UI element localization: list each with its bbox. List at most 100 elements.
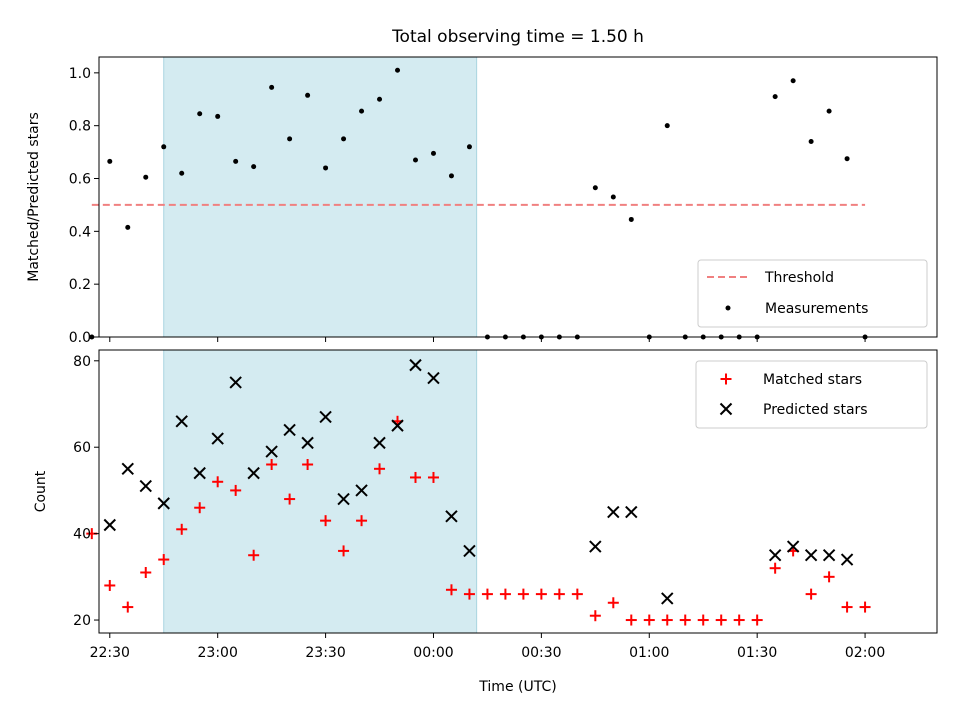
- matched-point: [104, 579, 116, 591]
- predicted-point: [463, 544, 476, 558]
- y-tick-label: 1.0: [69, 66, 91, 82]
- chart-title: Total observing time = 1.50 h: [391, 27, 644, 47]
- measurement-point: [269, 84, 275, 90]
- predicted-point: [607, 505, 620, 519]
- measurement-point: [448, 173, 454, 179]
- x-tick-label: 02:00: [845, 645, 885, 661]
- matched-point: [715, 614, 727, 626]
- plot-frame-top: [98, 56, 938, 338]
- matched-point: [356, 515, 368, 527]
- x-axis-ticks-top: [109, 337, 866, 342]
- predicted-point: [157, 497, 170, 510]
- matched-point: [769, 562, 781, 574]
- measurement-point: [826, 108, 832, 114]
- measurement-point: [143, 174, 149, 180]
- matched-point: [643, 614, 655, 626]
- matched-point: [122, 601, 134, 613]
- matched-point: [535, 588, 547, 600]
- panel-counts: 20 40 60 80 22:30 23:00 23:30 00:00 00:30 01:00 0…: [33, 349, 938, 695]
- measurement-point: [395, 67, 401, 73]
- measurement-point: [610, 194, 616, 200]
- measurement-point: [251, 164, 257, 170]
- measurement-point: [215, 113, 221, 119]
- matched-point: [553, 588, 565, 600]
- predicted-point: [768, 549, 782, 562]
- matched-point: [140, 567, 152, 579]
- x-tick-label: 23:00: [198, 645, 238, 661]
- y-tick-label: 40: [73, 527, 91, 543]
- matched-point: [248, 549, 260, 561]
- predicted-point: [211, 432, 224, 445]
- matched-point: [445, 584, 457, 596]
- predicted-point: [373, 436, 386, 450]
- y-tick-label: 0.8: [69, 119, 91, 135]
- matched-point: [427, 471, 439, 483]
- measurement-point: [844, 156, 850, 162]
- measurement-point: [664, 123, 670, 129]
- matched-point: [733, 614, 745, 626]
- matched-point: [409, 471, 421, 483]
- predicted-point: [427, 371, 440, 385]
- matched-point: [841, 601, 853, 613]
- x-tick-label: 00:30: [521, 645, 561, 661]
- measurement-points: [89, 67, 868, 340]
- measurement-point: [412, 157, 418, 163]
- matched-point: [661, 614, 673, 626]
- y-tick-label: 80: [73, 354, 91, 370]
- predicted-point: [337, 492, 350, 506]
- x-tick-label: 23:30: [305, 645, 345, 661]
- predicted-point: [822, 549, 836, 562]
- measurement-point: [179, 170, 185, 176]
- predicted-point: [265, 445, 278, 458]
- measurement-point: [161, 144, 167, 150]
- measurement-point: [359, 108, 365, 114]
- legend-bottom: Matched stars Predicted stars: [695, 360, 928, 429]
- predicted-point: [139, 479, 152, 493]
- predicted-point: [175, 415, 188, 428]
- predicted-point: [103, 518, 116, 532]
- matched-point: [859, 601, 871, 613]
- matched-point: [589, 610, 601, 622]
- measurement-point: [377, 96, 383, 102]
- predicted-point: [247, 466, 260, 480]
- matched-point: [625, 614, 637, 626]
- y-tick-label: 0.0: [69, 330, 91, 346]
- measurement-point: [790, 78, 796, 84]
- predicted-point: [319, 410, 332, 424]
- legend-predicted-swatch: [719, 402, 733, 416]
- predicted-point: [661, 592, 674, 605]
- matched-point: [302, 458, 314, 470]
- matched-point: [499, 588, 511, 600]
- predicted-point: [589, 540, 602, 553]
- matched-point: [194, 502, 206, 514]
- matched-point: [320, 515, 332, 527]
- x-axis-label: Time (UTC): [478, 679, 556, 695]
- x-axis-ticks-bottom: 22:30 23:00 23:30 00:00 00:30 01:00 01:30 02:00: [90, 633, 885, 661]
- y-axis-ticks-top: 0.0 0.2 0.4 0.6 0.8 1.0: [69, 66, 99, 346]
- measurement-point: [341, 136, 347, 142]
- legend-box-top: [697, 259, 928, 328]
- legend-measurement-swatch: [725, 305, 731, 311]
- matched-point: [679, 614, 691, 626]
- observing-window-shade: [163, 56, 478, 338]
- predicted-point: [121, 462, 134, 476]
- predicted-point: [193, 466, 206, 480]
- predicted-point: [804, 549, 818, 562]
- x-tick-label: 01:30: [737, 645, 777, 661]
- legend-box-bottom: [695, 360, 928, 429]
- matched-point: [230, 484, 242, 496]
- measurement-point: [628, 216, 634, 222]
- matched-point: [338, 545, 350, 557]
- plot-frame-bottom: [98, 349, 938, 634]
- matched-point: [823, 571, 835, 583]
- y-tick-label: 0.4: [69, 224, 91, 240]
- measurement-point: [107, 158, 113, 164]
- measurement-point: [233, 158, 239, 164]
- y-axis-ticks-bottom: 20 40 60 80: [73, 354, 99, 629]
- matched-point: [751, 614, 763, 626]
- panel-ratio: 0.0 0.2 0.4 0.6 0.8 1.0 Total observing time …: [26, 27, 938, 346]
- y-axis-label-top: Matched/Predicted stars: [26, 112, 42, 282]
- matched-point: [481, 588, 493, 600]
- legend-predicted-label: Predicted stars: [763, 402, 868, 418]
